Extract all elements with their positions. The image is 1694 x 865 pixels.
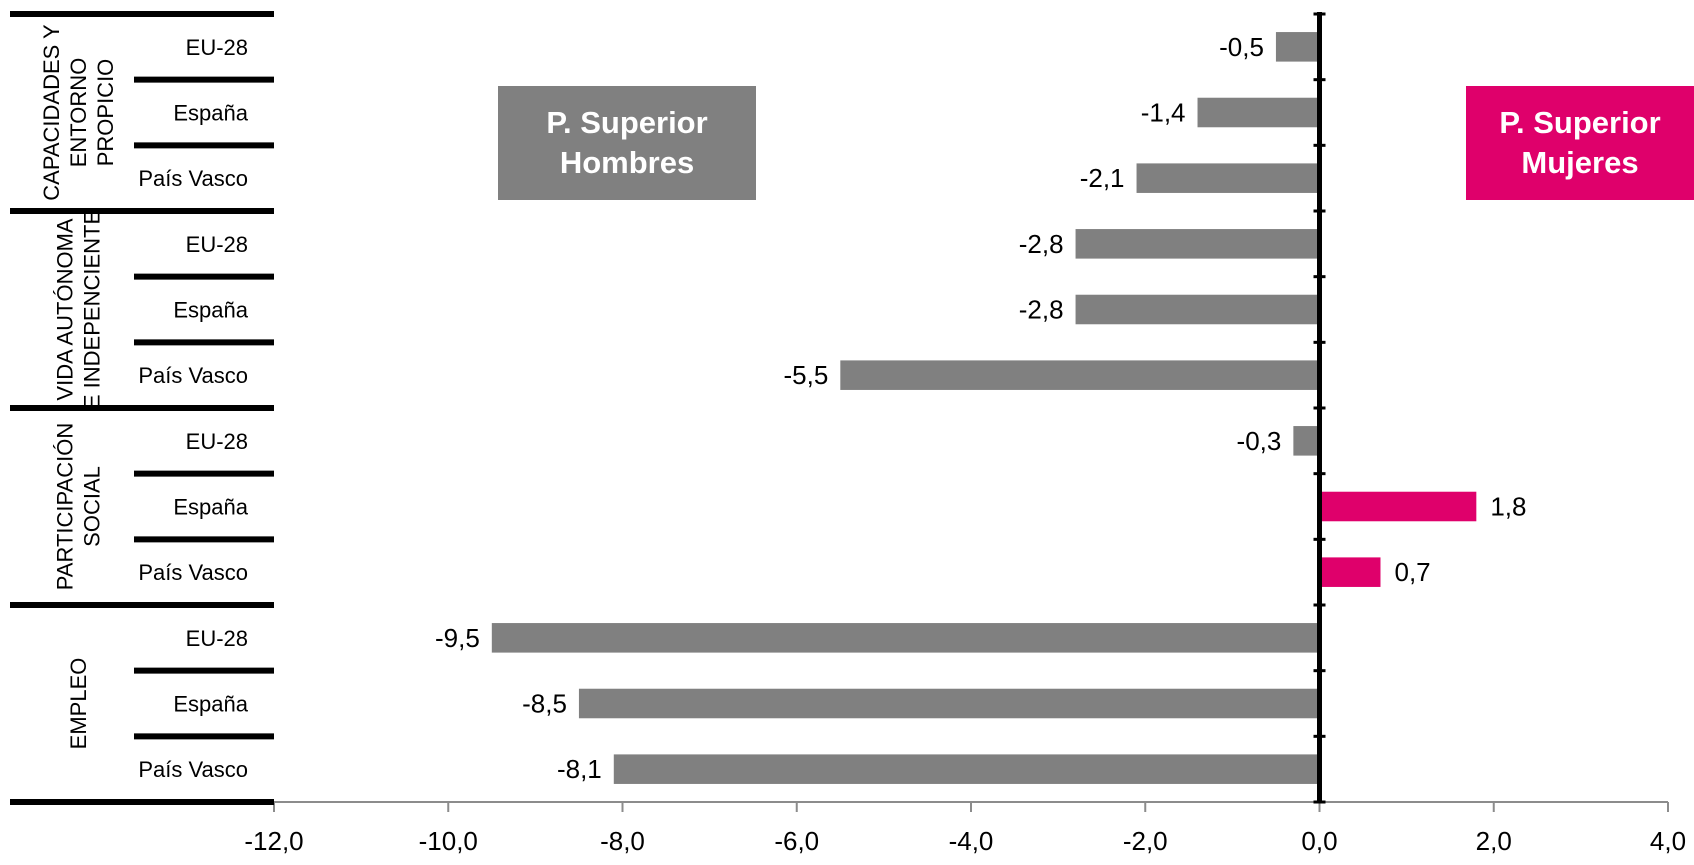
bar: [1075, 294, 1320, 325]
data-label: -9,5: [435, 623, 480, 653]
group-label: PARTICIPACIÓNSOCIAL: [53, 423, 105, 590]
data-label: -0,3: [1237, 426, 1282, 456]
group-label: VIDA AUTÓNOMAE INDEPENCIENTE: [53, 210, 105, 409]
x-tick-label: -4,0: [949, 826, 994, 856]
category-label: País Vasco: [138, 757, 248, 782]
group-label-line: CAPACIDADES Y: [39, 24, 64, 201]
group-label: CAPACIDADES YENTORNOPROPICIO: [39, 24, 118, 201]
bar: [1275, 32, 1320, 62]
data-label: -2,1: [1080, 163, 1125, 193]
category-label: País Vasco: [138, 166, 248, 191]
bar: [1197, 97, 1320, 128]
group-label-line: PARTICIPACIÓN: [53, 423, 78, 590]
bar: [613, 754, 1320, 784]
data-label: -0,5: [1219, 32, 1264, 62]
group-label-line: VIDA AUTÓNOMA: [53, 218, 78, 400]
group-label-line: SOCIAL: [80, 466, 105, 547]
bar: [578, 688, 1320, 719]
category-label: España: [173, 692, 248, 717]
bar: [1136, 163, 1320, 193]
group-label-line: ENTORNO: [66, 58, 91, 168]
data-label: -1,4: [1141, 98, 1186, 128]
bar: [1319, 557, 1381, 587]
category-label: España: [173, 298, 248, 323]
data-label: -2,8: [1019, 295, 1064, 325]
category-label: EU-28: [186, 429, 248, 454]
data-label: -8,5: [522, 689, 567, 719]
category-label: España: [173, 495, 248, 520]
data-label: -5,5: [784, 360, 829, 390]
group-label-line: EMPLEO: [66, 658, 91, 750]
x-tick-label: 2,0: [1476, 826, 1512, 856]
data-label: 0,7: [1394, 557, 1430, 587]
x-tick-label: 0,0: [1301, 826, 1337, 856]
category-label: EU-28: [186, 232, 248, 257]
x-tick-label: -8,0: [600, 826, 645, 856]
x-tick-label: -10,0: [419, 826, 478, 856]
data-label: -2,8: [1019, 229, 1064, 259]
category-label: País Vasco: [138, 560, 248, 585]
data-label: -8,1: [557, 754, 602, 784]
bar: [1293, 426, 1320, 456]
group-label: EMPLEO: [66, 658, 91, 750]
x-tick-label: 4,0: [1650, 826, 1686, 856]
category-label: País Vasco: [138, 363, 248, 388]
category-label: EU-28: [186, 35, 248, 60]
x-tick-label: -2,0: [1123, 826, 1168, 856]
legend-men: P. Superior Hombres: [498, 86, 756, 200]
data-label: 1,8: [1490, 492, 1526, 522]
category-label: España: [173, 101, 248, 126]
group-label-line: E INDEPENCIENTE: [80, 210, 105, 409]
bar: [1319, 491, 1477, 522]
legend-women: P. Superior Mujeres: [1466, 86, 1694, 200]
bar: [491, 623, 1320, 653]
category-label: EU-28: [186, 626, 248, 651]
bar: [1075, 229, 1320, 259]
x-tick-label: -6,0: [774, 826, 819, 856]
bar: [840, 360, 1320, 390]
x-tick-label: -12,0: [244, 826, 303, 856]
group-label-line: PROPICIO: [93, 59, 118, 167]
